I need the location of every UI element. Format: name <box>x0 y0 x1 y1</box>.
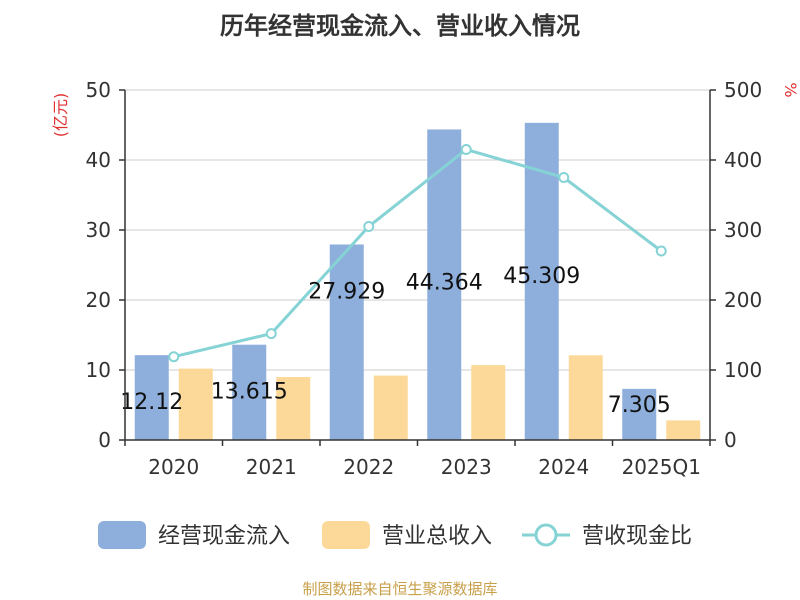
x-axis-tick-label: 2020 <box>148 455 199 479</box>
left-axis-tick-label: 0 <box>98 428 111 452</box>
chart-title: 历年经营现金流入、营业收入情况 <box>220 12 580 40</box>
bar-cash-inflow <box>622 388 657 440</box>
legend: 经营现金流入 营业总收入 营收现金比 <box>98 521 692 549</box>
data-labels: 12.12 13.615 27.929 44.364 45.309 7.305 <box>120 264 670 418</box>
legend-label: 营收现金比 <box>582 524 692 549</box>
bar-revenue <box>373 375 408 440</box>
x-axis-tick-label: 2023 <box>441 455 492 479</box>
bars <box>134 122 701 440</box>
legend-label: 营业总收入 <box>382 524 492 549</box>
left-axis-tick-label: 10 <box>86 358 111 382</box>
bar-cash-inflow <box>329 244 364 440</box>
left-axis-unit: (亿元) <box>51 93 70 138</box>
left-axis-tick-label: 20 <box>86 288 111 312</box>
x-axis-tick-label: 2021 <box>246 455 297 479</box>
left-axis-tick-label: 40 <box>86 148 111 172</box>
line-series-path <box>173 147 663 359</box>
bar-revenue <box>276 377 311 440</box>
right-axis-unit: % <box>781 82 800 97</box>
left-axis-tick-label: 30 <box>86 218 111 242</box>
right-axis-tick-label: 500 <box>724 78 762 102</box>
bar-data-label: 13.615 <box>211 380 288 405</box>
legend-marker-ratio <box>534 523 558 547</box>
grid-lines <box>125 89 710 371</box>
bar-revenue <box>666 420 701 440</box>
left-axis-tick-label: 50 <box>86 78 111 102</box>
right-axis-tick-label: 200 <box>724 288 762 312</box>
legend-swatch-revenue <box>322 521 370 549</box>
bar-data-label: 7.305 <box>608 393 671 418</box>
line-point <box>265 328 277 340</box>
line-point <box>363 221 375 232</box>
bar-cash-inflow <box>232 344 267 440</box>
right-axis-tick-label: 0 <box>724 428 737 452</box>
bar-data-label: 12.12 <box>120 390 183 415</box>
x-axis-tick-label: 2022 <box>343 455 394 479</box>
source-note: 制图数据来自恒生聚源数据库 <box>302 580 498 598</box>
x-axis-tick-label: 2024 <box>538 455 589 479</box>
bar-revenue <box>178 368 213 440</box>
right-axis-tick-label: 400 <box>724 148 762 172</box>
right-axis-tick-label: 300 <box>724 218 762 242</box>
line-point <box>655 245 667 257</box>
line-point <box>558 172 570 183</box>
legend-label: 经营现金流入 <box>158 524 290 549</box>
line-point <box>460 144 472 155</box>
legend-swatch-cash-inflow <box>98 521 146 549</box>
bar-cash-inflow <box>427 129 462 440</box>
bar-data-label: 45.309 <box>503 264 580 289</box>
bar-revenue <box>568 355 603 440</box>
x-axis-tick-label: 2025Q1 <box>622 455 701 479</box>
bar-data-label: 44.364 <box>406 270 483 295</box>
bar-data-label: 27.929 <box>308 279 385 304</box>
bar-cash-inflow <box>134 355 169 440</box>
bar-revenue <box>471 365 506 440</box>
ratio-line <box>168 144 667 363</box>
line-point <box>168 351 180 363</box>
right-axis-tick-label: 100 <box>724 358 762 382</box>
